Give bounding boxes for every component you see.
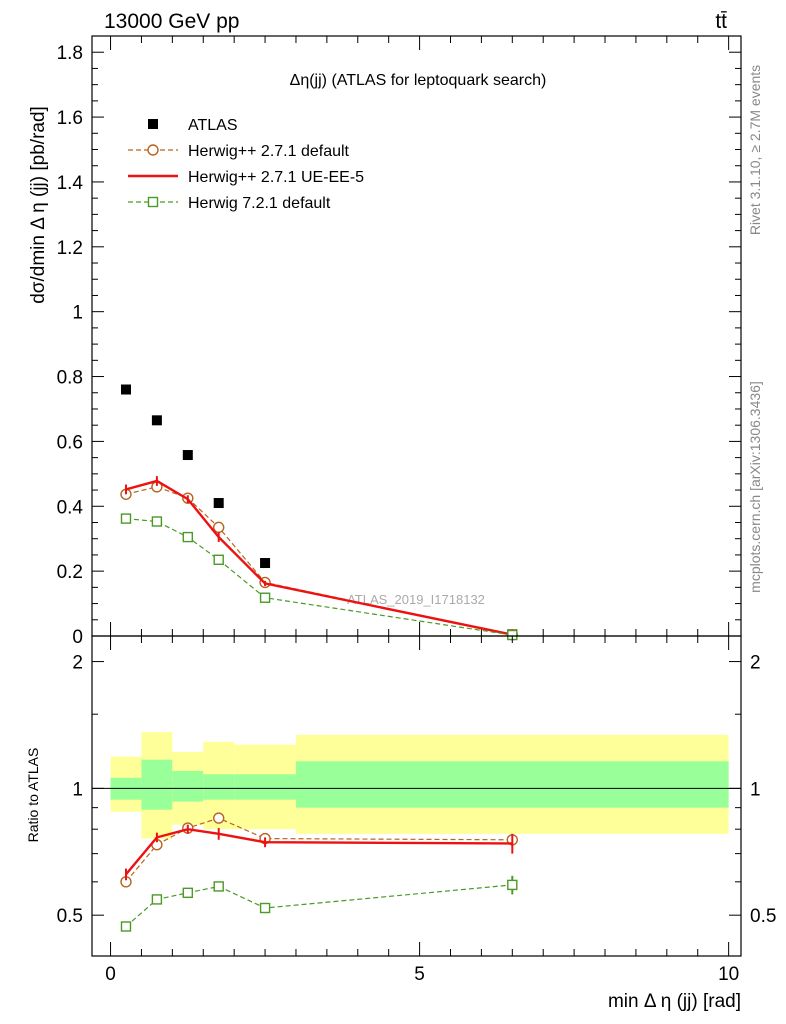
x-tick-label: 0 bbox=[105, 964, 116, 985]
main-y-tick-label: 1.8 bbox=[57, 43, 83, 64]
legend-entry-3: Herwig 7.2.1 default bbox=[188, 195, 331, 212]
ratio-y-axis-label: Ratio to ATLAS bbox=[25, 748, 41, 843]
ratio-series-0-point bbox=[213, 812, 225, 824]
uncertainty-band-inner bbox=[295, 761, 729, 808]
ratio-y-tick-label-right: 1 bbox=[750, 779, 761, 800]
ratio-series-2-point bbox=[259, 902, 271, 914]
main-chart-title: Δη(jj) (ATLAS for leptoquark search) bbox=[290, 72, 547, 89]
energy-label: 13000 GeV pp bbox=[104, 10, 239, 33]
analysis-watermark: ATLAS_2019_I1718132 bbox=[347, 592, 485, 607]
main-y-tick-label: 1 bbox=[72, 303, 83, 324]
x-axis-label: min Δ η (jj) [rad] bbox=[608, 991, 741, 1012]
main-y-tick-label: 1.2 bbox=[57, 238, 83, 259]
x-tick-label: 10 bbox=[718, 964, 739, 985]
main-series-1-point bbox=[213, 521, 225, 534]
main-series-0-point bbox=[213, 498, 224, 509]
legend-entry-2: Herwig++ 2.7.1 UE-EE-5 bbox=[188, 169, 364, 186]
legend-entry-1: Herwig++ 2.7.1 default bbox=[188, 143, 350, 160]
main-y-tick-label: 1.6 bbox=[57, 108, 83, 129]
ratio-y-tick-label-right: 2 bbox=[750, 653, 761, 674]
process-label: tt̄ bbox=[715, 10, 727, 33]
legend-entry-0: ATLAS bbox=[188, 117, 238, 134]
main-series-1-line bbox=[125, 486, 513, 636]
ratio-series-2-point bbox=[507, 879, 518, 891]
mcplots-label: mcplots.cern.ch [arXiv:1306.3436] bbox=[747, 381, 763, 593]
rivet-label: Rivet 3.1.10, ≥ 2.7M events bbox=[747, 65, 763, 235]
main-y-tick-label: 0.8 bbox=[57, 368, 83, 389]
main-series-0-point bbox=[260, 558, 271, 569]
ratio-series-2-point bbox=[182, 887, 194, 899]
ratio-series-2-point bbox=[213, 881, 224, 892]
legend-marker-1 bbox=[147, 144, 159, 156]
ratio-y-tick-label: 2 bbox=[72, 653, 83, 674]
ratio-y-tick-label-right: 0.5 bbox=[750, 906, 776, 927]
ratio-series-1-line bbox=[125, 827, 513, 876]
main-y-tick-label: 1.4 bbox=[57, 173, 84, 194]
main-series-0-point bbox=[120, 384, 131, 395]
main-series-0-point bbox=[151, 415, 162, 426]
main-series-3-point bbox=[151, 516, 163, 527]
main-y-axis-label: dσ/dmin Δ η (jj) [pb/rad] bbox=[28, 106, 49, 304]
uncertainty-band-inner bbox=[141, 759, 173, 810]
main-series-3-point bbox=[259, 592, 271, 603]
legend: ATLAS Herwig++ 2.7.1 default Herwig++ 2.7.… bbox=[128, 117, 364, 212]
uncertainty-band-inner bbox=[203, 774, 235, 800]
uncertainty-band-inner bbox=[172, 770, 204, 802]
legend-marker-0 bbox=[148, 119, 158, 129]
main-y-tick-label: 0 bbox=[72, 627, 83, 648]
main-series-3-point bbox=[182, 531, 194, 543]
main-y-tick-label: 0.4 bbox=[57, 497, 84, 518]
main-series-3-point bbox=[213, 554, 224, 565]
ratio-y-tick-label: 0.5 bbox=[57, 906, 83, 927]
ratio-series-0-line bbox=[125, 817, 513, 883]
ratio-y-tick-label: 1 bbox=[72, 779, 83, 800]
uncertainty-band-inner bbox=[234, 774, 296, 800]
legend-marker-3 bbox=[147, 196, 159, 208]
ratio-plot-frame bbox=[91, 635, 742, 957]
main-series-3-point bbox=[120, 513, 132, 524]
ratio-series-2-point bbox=[151, 894, 163, 905]
main-plot: 0.2 0.4 0.6 0.8 1 1.2 1.4 1.6 1.8 0 bbox=[57, 35, 742, 648]
x-tick-label: 5 bbox=[414, 964, 425, 985]
main-series-0-point bbox=[182, 450, 193, 461]
ratio-series-2-point bbox=[120, 921, 132, 932]
ratio-plot: 0 5 10 0.5 0.5 1 1 2 2 bbox=[57, 635, 776, 985]
main-y-tick-label: 0.2 bbox=[57, 562, 83, 583]
main-series-2-line bbox=[125, 479, 513, 636]
main-y-tick-label: 0.6 bbox=[57, 432, 83, 453]
